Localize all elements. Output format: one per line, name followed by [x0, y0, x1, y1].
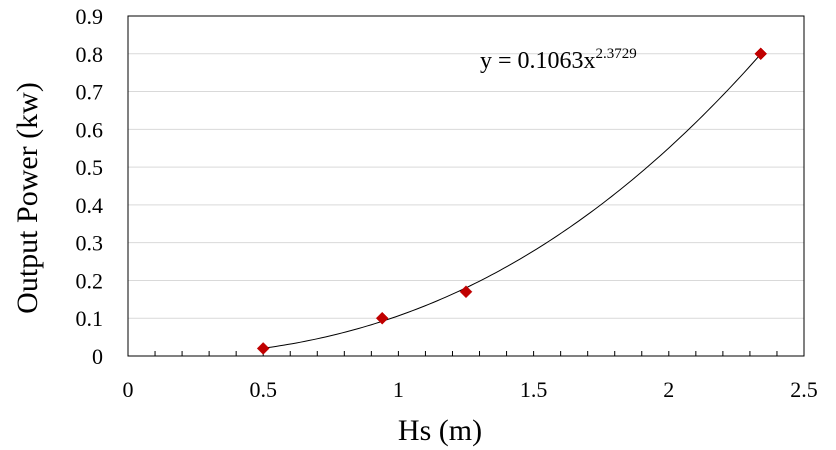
plot-border — [127, 15, 805, 357]
y-tick-label: 0.1 — [76, 306, 104, 331]
x-tick-label: 1 — [393, 377, 404, 402]
x-axis-title: Hs (m) — [398, 414, 482, 447]
y-tick-label: 0.6 — [76, 117, 104, 142]
x-tick-labels: 0 0.5 1 1.5 2 2.5 — [123, 377, 818, 402]
x-tick-label: 2 — [663, 377, 674, 402]
gridlines — [128, 53, 804, 319]
data-point — [754, 47, 768, 61]
plot-area — [127, 15, 805, 357]
y-tick-label: 0.3 — [76, 231, 104, 256]
y-tick-label: 0 — [92, 344, 103, 369]
x-tick-label: 0.5 — [249, 377, 277, 402]
y-tick-label: 0.2 — [76, 268, 104, 293]
data-point — [375, 311, 389, 325]
equation-exponent: 2.3729 — [596, 46, 637, 62]
trendline-equation: y = 0.1063x2.3729 — [480, 46, 637, 74]
data-point — [459, 285, 473, 299]
y-axis-title: Output Power (kw) — [11, 82, 44, 314]
y-tick-label: 0.4 — [76, 193, 104, 218]
trendline — [263, 53, 762, 349]
y-tick-label: 0.5 — [76, 155, 104, 180]
equation-base: y = 0.1063x — [480, 48, 596, 74]
x-tick-label: 1.5 — [520, 377, 548, 402]
y-tick-label: 0.7 — [76, 80, 104, 105]
plot-background — [128, 16, 804, 356]
y-tick-label: 0.9 — [76, 4, 104, 29]
y-tick-label: 0.8 — [76, 42, 104, 67]
y-tick-labels: 0 0.1 0.2 0.3 0.4 0.5 0.6 0.7 0.8 0.9 — [76, 4, 104, 369]
x-tick-label: 2.5 — [790, 377, 818, 402]
x-tick-label: 0 — [123, 377, 134, 402]
data-markers — [256, 47, 768, 355]
data-point — [256, 342, 270, 355]
